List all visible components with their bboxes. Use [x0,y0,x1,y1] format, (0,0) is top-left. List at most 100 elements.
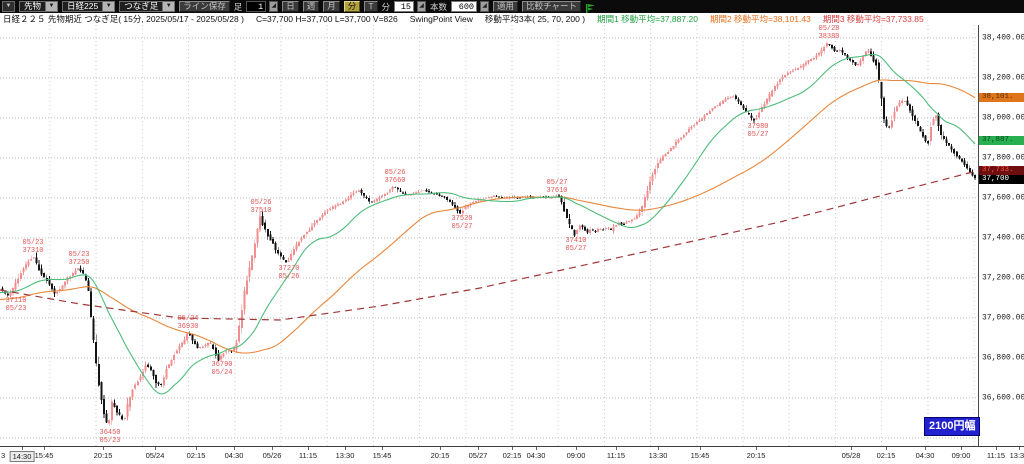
time-axis-tick [851,447,852,450]
swing-point-label: 05/26 37660 [384,169,406,185]
swing-point-label: 05/27 37610 [546,179,568,195]
time-axis-tick [925,447,926,450]
chart-panel: 38,400.00 38,200.00 38,000.00 37,800.00 37,6… [0,25,1024,446]
bar-count-input[interactable] [246,1,267,12]
price-range-badge: 2100円幅 [924,417,981,436]
swing-point-label: 37410 05/27 [565,237,587,253]
chevron-down-icon[interactable]: ▼ [45,2,58,11]
ma25-badge: 37,887. [979,136,1024,145]
apply-button[interactable]: 適用 [493,1,519,12]
last-price-badge: 37,700 [979,175,1024,184]
time-axis-label: 11:15 [606,451,626,460]
time-axis-tick [345,447,346,450]
swingpoint-mode-label: SwingPoint View [409,14,473,24]
time-axis-tick [44,447,45,450]
time-axis-label: 20:15 [746,451,766,460]
time-axis-label: 02:15 [502,451,522,460]
time-axis-tick [576,447,577,450]
price-axis-label: 36,600.00 [982,393,1024,403]
time-axis-label: 05/26 [262,451,282,460]
chart-canvas[interactable] [0,25,978,446]
save-lines-button[interactable]: ライン保存 [179,1,230,12]
market-combo-value: 先物 [24,1,42,11]
time-axis-tick [272,447,273,450]
time-axis-tick [478,447,479,450]
time-axis-tick [536,447,537,450]
time-axis-tick [886,447,887,450]
symbol-combo[interactable]: 日経225 ▼ [62,1,116,12]
window-menu-button[interactable]: ▼ [2,1,15,12]
bar-label: 足 [233,1,243,12]
time-axis-label: 11:15 [298,451,318,460]
swing-point-label: 05/26 37510 [250,199,272,215]
ma2-value-label: 期間2 移動平均=38,101.43 [709,14,811,24]
time-axis-tick [234,447,235,450]
swing-point-label: 37110 05/23 [5,297,27,313]
price-axis-label: 36,800.00 [982,353,1024,363]
swing-point-label: 05/23 37250 [68,251,90,267]
swing-point-label: 37520 05/27 [451,215,473,231]
time-axis-tick [382,447,383,450]
cursor-time-label: 14:30 [9,451,35,462]
time-axis-tick [308,447,309,450]
time-axis-label: 09:00 [566,451,586,460]
time-axis-tick [961,447,962,450]
ma200-badge: 37,733. [979,166,1024,175]
ma1-value-label: 期間1 移動平均=37,887.20 [597,14,698,24]
time-axis-tick [996,447,997,450]
info-bar: 日経２２５ 先物期近 つなぎ足( 15分, 2025/05/17 - 2025/… [0,13,1024,25]
time-axis-label: 15:45 [372,451,392,460]
time-axis-label: 13:30 [1009,451,1024,460]
price-axis-label: 38,400.00 [982,33,1024,43]
time-axis-label: 15:45 [34,451,54,460]
spinner-icon[interactable]: ◢ [480,1,490,12]
price-axis-label: 37,000.00 [982,313,1024,323]
ohlcv-readout: C=37,700 H=37,700 L=37,700 V=826 [255,14,398,24]
time-axis-tick [616,447,617,450]
bar-total-input[interactable] [451,1,478,12]
time-axis-label: 02:15 [186,451,206,460]
price-axis-label: 37,800.00 [982,153,1024,163]
time-axis-tick [700,447,701,450]
period-day-button[interactable]: 日 [282,1,299,12]
ma70-badge: 38,101. [979,93,1024,102]
period-week-button[interactable]: 週 [302,1,320,12]
time-axis-label: 09:00 [951,451,971,460]
chevron-down-icon[interactable]: ▼ [162,2,175,11]
ma3-value-label: 期間3 移動平均=37,733.85 [822,14,924,24]
spinner-icon[interactable]: ◢ [417,1,427,12]
spinner-icon[interactable]: ◢ [269,1,279,12]
chevron-down-icon[interactable]: ▼ [102,2,115,11]
time-axis: 3 14:30 15:45 20:15 05/24 02:15 04:30 05/26 11:… [0,446,1024,464]
chart-type-combo-value: つなぎ足 [124,1,159,11]
price-axis: 38,400.00 38,200.00 38,000.00 37,800.00 37,6… [978,25,1024,446]
moving-averages-group [0,54,976,395]
time-axis-label: 05/27 [468,451,488,460]
time-axis-label: 15:45 [690,451,710,460]
time-axis-label: 05/24 [145,451,165,460]
swing-point-label: 36790 05/24 [211,361,233,377]
time-axis-tick [1019,447,1020,450]
gridlines-group [0,25,978,446]
price-axis-label: 37,200.00 [982,273,1024,283]
price-axis-label: 37,400.00 [982,233,1024,243]
period-month-button[interactable]: 月 [323,1,340,12]
toolbar: ▼ 先物 ▼ 日経225 ▼ つなぎ足 ▼ ライン保存 足 ◢ 日 週 月 分 … [0,0,1024,13]
time-axis-tick [155,447,156,450]
time-axis-label: 13:30 [335,451,355,460]
period-tick-button[interactable]: T [364,1,378,12]
compare-chart-button[interactable]: 比較チャート [522,1,581,12]
time-axis-label: 20:15 [430,451,450,460]
time-axis-tick [512,447,513,450]
market-combo[interactable]: 先物 ▼ [19,1,59,12]
ma200-line [0,170,976,321]
price-axis-label: 38,200.00 [982,73,1024,83]
chart-type-combo[interactable]: つなぎ足 ▼ [119,1,176,12]
time-axis-tick [658,447,659,450]
period-minute-button[interactable]: 分 [343,1,361,12]
candles-group [1,41,976,427]
price-axis-label: 38,000.00 [982,113,1024,123]
time-axis-label: 11:15 [986,451,1006,460]
minute-input[interactable] [394,1,415,12]
swing-point-label: 05/24 36930 [177,315,199,331]
